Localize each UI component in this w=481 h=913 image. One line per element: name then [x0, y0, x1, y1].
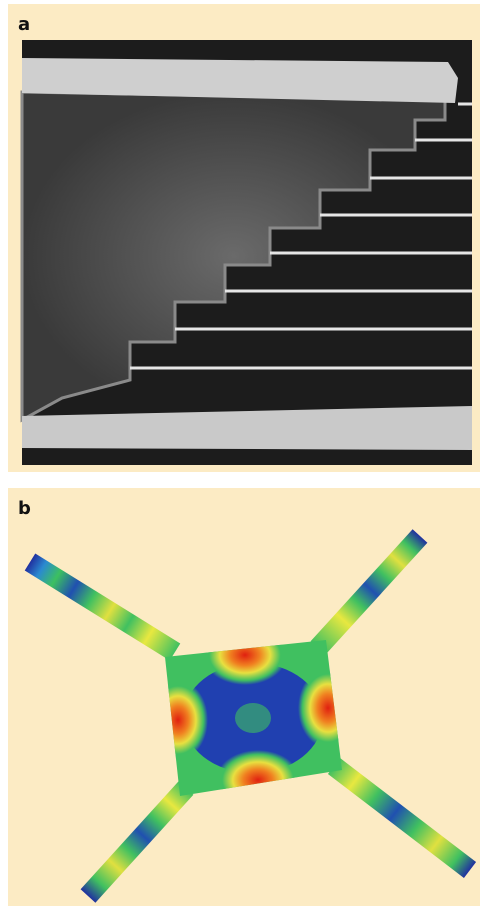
page: {"panels": [{"label": "a"}, {"label": "b…	[0, 0, 481, 909]
mode-center	[235, 703, 271, 733]
figure: a b	[0, 0, 481, 909]
panel-label: b	[18, 498, 31, 519]
panel-label: a	[18, 14, 30, 35]
